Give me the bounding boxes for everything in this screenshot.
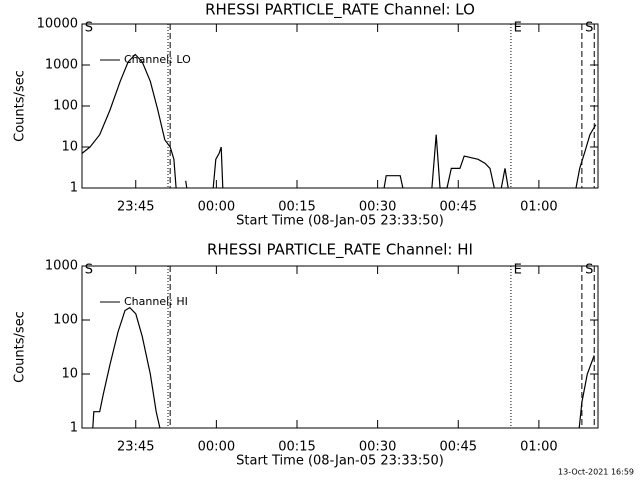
- event-label: S: [585, 263, 593, 278]
- x-tick-label: 00:00: [198, 200, 235, 215]
- legend-label: Channel: HI: [124, 295, 188, 308]
- footer: 13-Oct-2021 16:59: [558, 468, 634, 477]
- y-tick-label: 1: [70, 181, 78, 196]
- chart-title: RHESSI PARTICLE_RATE Channel: LO: [205, 1, 475, 20]
- y-axis-label: Counts/sec: [13, 70, 28, 142]
- event-label: S: [85, 21, 93, 36]
- y-tick-label: 10: [61, 140, 78, 155]
- y-tick-label: 100: [53, 313, 78, 328]
- series-line: [81, 53, 597, 189]
- event-label: E: [514, 21, 522, 36]
- y-axis-label: Counts/sec: [13, 311, 28, 383]
- plot-frame: [81, 265, 599, 429]
- event-label: S: [585, 21, 593, 36]
- event-label: E: [514, 263, 522, 278]
- x-tick-label: 00:00: [198, 440, 235, 455]
- x-tick-label: 00:15: [278, 200, 315, 215]
- y-tick-label: 10: [61, 367, 78, 382]
- legend-label: Channel: LO: [124, 53, 191, 66]
- x-axis-label: Start Time (08-Jan-05 23:33:50): [236, 454, 444, 469]
- x-tick-label: 23:45: [117, 200, 154, 215]
- x-tick-label: 00:30: [359, 200, 396, 215]
- x-tick-label: 00:30: [359, 440, 396, 455]
- x-tick-label: 00:45: [440, 200, 477, 215]
- y-tick-label: 1: [70, 421, 78, 436]
- x-tick-label: 01:00: [520, 440, 557, 455]
- chart-title: RHESSI PARTICLE_RATE Channel: HI: [207, 241, 473, 260]
- y-tick-label: 1000: [45, 58, 78, 73]
- x-tick-label: 01:00: [520, 200, 557, 215]
- x-tick-label: 23:45: [117, 440, 154, 455]
- event-label: S: [85, 263, 93, 278]
- series-line: [92, 306, 595, 429]
- y-tick-label: 1000: [45, 259, 78, 274]
- y-tick-label: 10000: [37, 17, 78, 32]
- x-tick-label: 00:15: [278, 440, 315, 455]
- x-axis-label: Start Time (08-Jan-05 23:33:50): [236, 214, 444, 229]
- x-tick-label: 00:45: [440, 440, 477, 455]
- y-tick-label: 100: [53, 99, 78, 114]
